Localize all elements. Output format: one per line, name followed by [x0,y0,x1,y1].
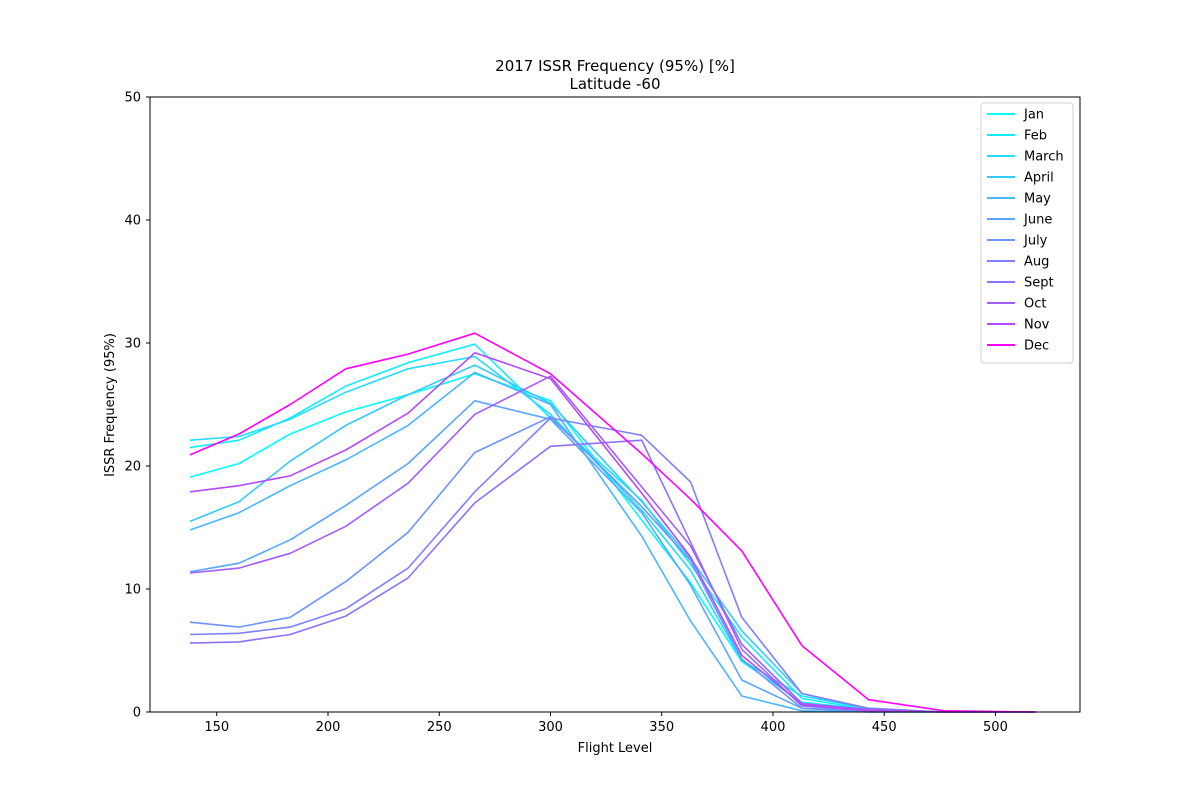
x-tick-label: 200 [316,720,341,735]
x-tick-label: 400 [761,720,786,735]
legend-label-aug: Aug [1024,255,1049,270]
series-line-dec [189,332,1036,713]
x-tick-label: 350 [649,720,674,735]
series-line-oct [189,375,1036,713]
series-line-april [189,364,1036,713]
legend-label-oct: Oct [1024,297,1046,312]
y-axis-label: ISSR Frequency (95%) [103,333,118,477]
legend-label-june: June [1023,213,1052,228]
series-line-aug [189,417,1036,713]
legend-label-july: July [1023,234,1048,249]
legend-label-nov: Nov [1024,318,1050,333]
legend-label-sept: Sept [1024,276,1054,291]
y-tick-label: 20 [124,460,141,475]
legend-label-may: May [1024,192,1051,207]
chart-title: 2017 ISSR Frequency (95%) [%] [495,57,735,75]
x-tick-label: 150 [204,720,229,735]
series-lines [189,332,1036,713]
plot-frame [149,96,1081,713]
series-line-june [189,399,1036,713]
x-tick-label: 300 [538,720,563,735]
x-tick-label: 250 [427,720,452,735]
legend-box [980,102,1074,364]
legend-label-april: April [1024,171,1054,186]
x-axis-label: Flight Level [578,741,653,756]
legend-label-march: March [1024,150,1064,165]
y-tick-label: 50 [124,91,141,106]
legend-label-jan: Jan [1023,108,1044,123]
legend: Jan Feb March April May June July Aug Sept Oct Nov… [980,102,1074,364]
x-tick-label: 500 [983,720,1008,735]
y-axis-ticks: 0 10 20 30 40 50 [124,91,150,721]
y-tick-label: 0 [133,706,141,721]
series-line-feb [189,343,1036,713]
y-tick-label: 40 [124,214,141,229]
series-line-nov [189,351,1036,713]
series-line-july [189,415,1036,713]
chart-subtitle: Latitude -60 [569,75,660,93]
y-tick-label: 10 [124,583,141,598]
x-tick-label: 450 [872,720,897,735]
legend-label-dec: Dec [1024,339,1049,354]
legend-label-feb: Feb [1024,129,1047,144]
series-line-jan [189,372,1036,713]
series-line-march [189,355,1036,713]
x-axis-ticks: 150 200 250 300 350 400 450 500 [204,712,1008,735]
y-tick-label: 30 [124,337,141,352]
